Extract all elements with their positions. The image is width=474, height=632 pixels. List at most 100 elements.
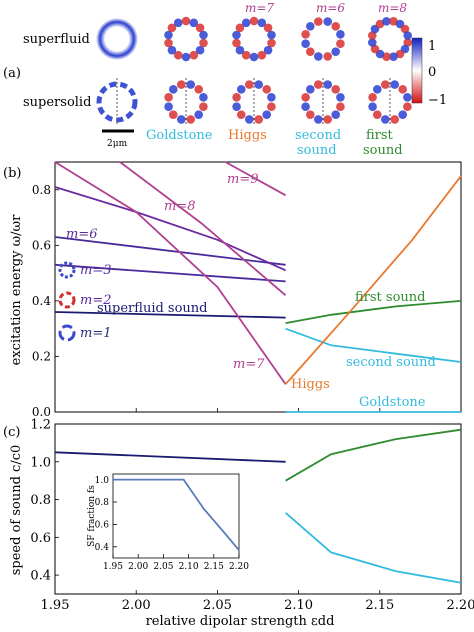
ann-m3: m=3: [80, 263, 112, 278]
mode-lobe: [301, 93, 310, 102]
series-line: [285, 428, 462, 482]
y-tick-label: 0.4: [32, 294, 51, 308]
mode-lobe: [368, 93, 377, 102]
mode-lobe: [382, 52, 391, 61]
y-tick-label: 0.6: [95, 521, 110, 531]
mode-lobe: [241, 18, 251, 28]
mode-lobe: [403, 31, 413, 40]
mode-lobe: [306, 47, 315, 56]
y-tick-label: 0.8: [30, 493, 51, 508]
mode-lobe: [257, 18, 267, 28]
series-line: [54, 263, 286, 283]
mode-label-goldstone: Goldstone: [146, 128, 213, 143]
x-tick-label: 1.95: [41, 598, 70, 613]
mode-lobe: [390, 115, 400, 124]
mode-lobe: [389, 52, 398, 61]
panel-b-lines: [54, 161, 462, 413]
x-tick-label: 1.95: [103, 562, 123, 572]
row-label-superfluid: superfluid: [23, 32, 90, 47]
ann-m6: m=6: [66, 227, 98, 242]
panel-b-ticks: 0.0 0.2 0.4 0.6 0.8: [32, 183, 462, 419]
ann-first-sound: first sound: [355, 290, 425, 305]
mode-lobe: [301, 30, 310, 39]
ann-m9: m=9: [227, 172, 259, 187]
panel-c-xlabel: relative dipolar strength εdd: [146, 614, 335, 629]
mode-lobe: [368, 38, 377, 47]
mode-lobe: [194, 110, 203, 119]
mode-lobe: [177, 80, 186, 89]
mode-label-first-sound-2: sound: [363, 143, 403, 158]
panel-c-frame: [54, 423, 462, 595]
m6-top-label: m=6: [316, 1, 345, 15]
series-line: [54, 161, 287, 385]
mode-lobe: [301, 102, 310, 111]
mode-lobe: [323, 52, 333, 61]
x-tick-label: 2.00: [122, 598, 151, 613]
colorbar-tick-1: 1: [428, 39, 436, 54]
series-line: [54, 451, 286, 463]
ann-m2: m=2: [80, 293, 112, 308]
ann-higgs: Higgs: [291, 377, 330, 392]
mode-lobe: [336, 39, 345, 48]
mode-lobe: [169, 85, 178, 94]
series-line: [284, 175, 462, 385]
mode-lobe: [336, 93, 345, 102]
mode-lobe: [177, 115, 186, 124]
mode-lobe: [181, 52, 191, 62]
mode-lobe: [323, 115, 333, 124]
mode-lobe: [306, 85, 315, 94]
y-tick-label: 0.8: [95, 498, 110, 508]
panel-a-letter: (a): [3, 66, 21, 81]
mode-label-higgs: Higgs: [228, 128, 267, 143]
mode-lobe: [254, 115, 263, 124]
x-tick-label: 2.20: [447, 598, 474, 613]
mode-lobe: [390, 80, 400, 89]
panel-c-letter: (c): [3, 425, 20, 440]
mode-lobe: [267, 30, 276, 40]
series-line: [54, 186, 286, 272]
mode-lobe: [262, 85, 272, 94]
mode-lobe: [314, 115, 323, 124]
mode-lobe: [257, 50, 267, 60]
mode-label-first-sound-1: first: [366, 128, 394, 143]
inset-lines: [113, 478, 240, 551]
mode-lobe: [199, 93, 208, 102]
colorbar-tick-neg1: −1: [428, 93, 447, 108]
mode-lobe: [389, 17, 398, 26]
scale-bar-label: 2μm: [107, 139, 128, 149]
mode-lobe: [189, 50, 199, 60]
x-tick-label: 2.10: [284, 598, 313, 613]
y-tick-label: 0.4: [95, 543, 110, 553]
mode-lobe: [254, 80, 263, 89]
mode-lobe: [164, 102, 173, 111]
mode-icons: [58, 261, 76, 342]
mode-lobe: [232, 30, 241, 40]
mode-lobe: [164, 93, 173, 102]
mode-lobe: [373, 85, 382, 94]
x-tick-label: 2.20: [229, 562, 249, 572]
ann-m8: m=8: [164, 199, 196, 214]
mode-patterns: [164, 16, 413, 126]
mode-lobe: [195, 23, 205, 33]
mode-lobe: [245, 115, 254, 124]
supersolid-density-ring: [96, 78, 138, 126]
mode-lobe: [267, 38, 276, 48]
mode-lobe: [194, 85, 203, 94]
mode-lobe: [235, 23, 245, 33]
mode-lobe: [232, 93, 241, 102]
series-line: [119, 161, 287, 296]
x-tick-label: 2.05: [153, 562, 173, 572]
x-tick-label: 2.15: [204, 562, 224, 572]
mode-lobe: [382, 17, 391, 26]
mode-lobe: [173, 18, 183, 28]
mode-label-second-sound-2: sound: [297, 143, 337, 158]
m7-top-label: m=7: [245, 1, 274, 15]
mode-lobe: [331, 47, 341, 56]
panel-b-frame: [54, 161, 462, 413]
x-tick-label: 2.00: [128, 562, 148, 572]
ann-goldstone: Goldstone: [359, 395, 426, 410]
mode-lobe: [199, 102, 208, 111]
mode-lobe: [314, 52, 323, 61]
y-tick-label: 0.2: [32, 350, 51, 364]
